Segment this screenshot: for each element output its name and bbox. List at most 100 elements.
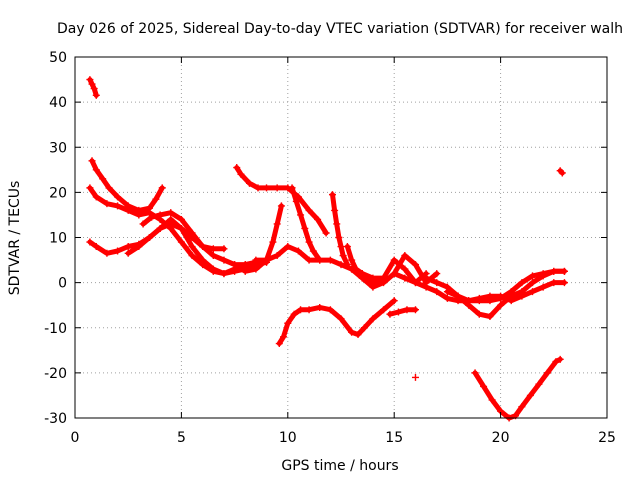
data-point xyxy=(529,272,537,280)
data-point xyxy=(337,315,345,323)
data-point xyxy=(252,256,260,264)
data-point xyxy=(486,297,494,305)
data-point xyxy=(297,211,305,219)
data-point xyxy=(326,306,334,314)
data-point xyxy=(443,294,451,302)
data-point xyxy=(390,256,398,264)
y-tick-label: 0 xyxy=(58,276,67,292)
data-point xyxy=(99,175,107,183)
data-point xyxy=(369,315,377,323)
data-point xyxy=(358,274,366,282)
data-point xyxy=(177,238,185,246)
data-point xyxy=(507,288,515,296)
data-point xyxy=(86,184,94,192)
data-point xyxy=(156,224,164,232)
series-trace-20 xyxy=(471,355,564,422)
data-point xyxy=(543,369,551,377)
data-point xyxy=(188,243,196,251)
data-point xyxy=(139,220,147,228)
chart-title: Day 026 of 2025, Sidereal Day-to-day VTE… xyxy=(57,21,623,37)
data-point xyxy=(273,184,281,192)
data-point xyxy=(273,252,281,260)
data-point xyxy=(277,202,285,210)
y-tick-label: 40 xyxy=(49,95,67,111)
data-point xyxy=(422,283,430,291)
data-point xyxy=(411,373,419,381)
data-point xyxy=(252,265,260,273)
data-point xyxy=(331,206,339,214)
data-point xyxy=(241,261,249,269)
series-trace xyxy=(423,268,567,319)
data-point xyxy=(152,195,160,203)
data-point xyxy=(88,157,96,165)
data-point xyxy=(518,403,526,411)
data-point xyxy=(220,245,228,253)
y-axis-label: SDTVAR / TECUs xyxy=(7,181,23,296)
data-point xyxy=(539,270,547,278)
data-point xyxy=(465,297,473,305)
series-trace-16 xyxy=(411,373,419,381)
x-axis-label: GPS time / hours xyxy=(281,458,398,474)
x-tick-label: 25 xyxy=(598,430,616,446)
data-point xyxy=(294,247,302,255)
data-point xyxy=(550,279,558,287)
data-point xyxy=(497,294,505,302)
data-point xyxy=(337,261,345,269)
data-point xyxy=(269,238,277,246)
data-point xyxy=(237,170,245,178)
data-point xyxy=(188,252,196,260)
data-point xyxy=(401,265,409,273)
series-trace xyxy=(125,216,248,277)
data-point xyxy=(263,256,271,264)
series-trace xyxy=(87,77,99,98)
data-point xyxy=(167,215,175,223)
data-point xyxy=(103,249,111,257)
series-trace xyxy=(387,307,418,317)
data-point xyxy=(156,211,164,219)
grid-layer xyxy=(75,57,607,418)
data-point xyxy=(114,247,122,255)
data-point xyxy=(333,220,341,228)
series-trace-10 xyxy=(288,184,324,264)
data-point xyxy=(314,215,322,223)
data-point xyxy=(558,169,566,177)
data-point xyxy=(177,215,185,223)
y-tick-label: -20 xyxy=(44,366,67,382)
data-point xyxy=(339,252,347,260)
data-point xyxy=(231,261,239,269)
data-point xyxy=(422,274,430,282)
x-tick-label: 20 xyxy=(492,430,510,446)
data-point xyxy=(401,252,409,260)
data-point xyxy=(209,252,217,260)
data-point xyxy=(433,270,441,278)
data-point xyxy=(475,297,483,305)
series-trace-07 xyxy=(233,164,330,237)
data-point xyxy=(124,206,132,214)
data-point xyxy=(86,238,94,246)
data-point xyxy=(488,396,496,404)
data-point xyxy=(188,229,196,237)
data-point xyxy=(394,308,402,316)
data-point xyxy=(316,303,324,311)
data-point xyxy=(124,243,132,251)
data-point xyxy=(348,328,356,336)
data-point xyxy=(90,85,98,93)
data-point xyxy=(486,312,494,320)
data-point xyxy=(86,76,94,84)
data-point xyxy=(560,279,568,287)
y-tick-label: -30 xyxy=(44,411,67,427)
data-point xyxy=(433,288,441,296)
data-point xyxy=(380,279,388,287)
data-point xyxy=(305,238,313,246)
data-point xyxy=(328,191,336,199)
data-point xyxy=(199,256,207,264)
data-point xyxy=(309,247,317,255)
data-point xyxy=(105,184,113,192)
data-point xyxy=(209,265,217,273)
data-point xyxy=(297,306,305,314)
data-point xyxy=(343,261,351,269)
data-point xyxy=(335,234,343,241)
data-point xyxy=(280,333,288,341)
data-point xyxy=(199,243,207,251)
